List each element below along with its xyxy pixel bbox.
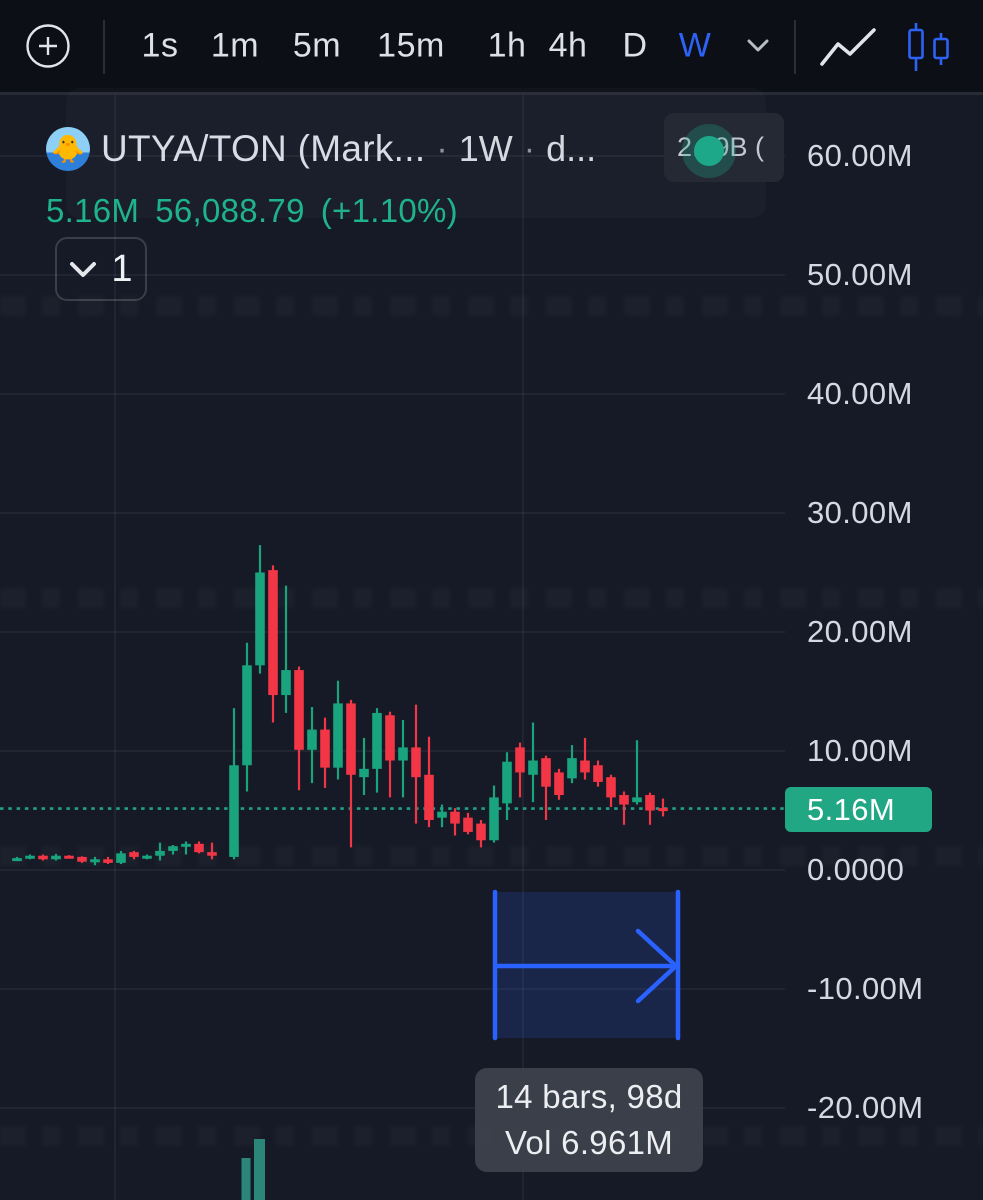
top-toolbar: 1s 1m 5m 15m 1h 4h D W (0, 0, 983, 92)
candle-body (580, 760, 590, 773)
measure-volume: Vol 6.961M (504, 1124, 674, 1161)
toolbar-divider (794, 20, 796, 74)
legend-separator: · (523, 129, 536, 168)
candlestick-chart-type-icon[interactable] (900, 20, 956, 74)
utya-duck-logo: 🐥 (46, 127, 90, 171)
axis-label-40.00M: 40.00M (807, 376, 913, 411)
hover-data-tooltip: 2.99B ( (664, 113, 784, 182)
interval-menu-chevron-down-icon[interactable] (745, 38, 771, 54)
measure-tooltip: 14 bars, 98d Vol 6.961M (475, 1068, 703, 1172)
candle-body (281, 670, 291, 696)
price-full: 56,088.79 (155, 192, 305, 229)
background-watermark (0, 296, 983, 316)
interval-15m[interactable]: 15m (377, 26, 445, 65)
candle-body (502, 761, 512, 804)
candle-body (476, 823, 486, 841)
background-watermark (0, 588, 983, 608)
candle-body (242, 665, 252, 766)
price-change: (+1.10%) (320, 192, 458, 229)
touch-point-dot (694, 136, 724, 166)
legend-separator: · (436, 129, 448, 168)
candle-body (229, 765, 239, 857)
axis-label-10.00M: 10.00M (807, 733, 913, 768)
candle-body (294, 670, 304, 750)
candle-body (424, 774, 434, 821)
interval-1m[interactable]: 1m (210, 26, 260, 65)
interval-1h[interactable]: 1h (487, 26, 527, 65)
candle-body (632, 797, 642, 803)
axis-label-0.0000: 0.0000 (807, 852, 905, 887)
axis-label-20.00M: 20.00M (807, 614, 913, 649)
candle-body (619, 795, 629, 805)
interval-1s[interactable]: 1s (141, 26, 179, 65)
candle-body (593, 765, 603, 782)
candle-body (411, 747, 421, 778)
candle-body (450, 811, 460, 824)
background-watermark (0, 846, 983, 866)
candle-body (437, 811, 447, 818)
multiplier-dropdown-button[interactable]: 1 (55, 237, 147, 301)
candle-body (541, 758, 551, 787)
measure-range: 14 bars, 98d (495, 1078, 683, 1115)
candle-body (385, 715, 395, 761)
candle-body (398, 747, 408, 761)
symbol-legend[interactable]: 🐥 UTYA/TON (Mark... · 1W · d... (46, 126, 596, 172)
toolbar-separator (0, 92, 983, 95)
price-compact: 5.16M (46, 192, 140, 229)
add-circle-icon[interactable] (24, 22, 72, 70)
candle-body (359, 768, 369, 778)
interval-4h[interactable]: 4h (548, 26, 588, 65)
interval-W[interactable]: W (678, 26, 712, 65)
legend-interval: 1W (458, 128, 513, 169)
candle-body (567, 758, 577, 779)
interval-5m[interactable]: 5m (292, 26, 342, 65)
axis-label-60.00M: 60.00M (807, 138, 913, 173)
symbol-title: UTYA/TON (Mark... (101, 128, 426, 169)
axis-label--10.00M: -10.00M (807, 971, 924, 1006)
candle-body (606, 777, 616, 798)
candle-body (463, 817, 473, 832)
candle-body (658, 808, 668, 812)
interval-D[interactable]: D (622, 26, 648, 65)
measure-tool-area[interactable] (495, 892, 678, 1038)
axis-label--20.00M: -20.00M (807, 1090, 924, 1125)
candle-body (255, 572, 265, 666)
axis-label-50.00M: 50.00M (807, 257, 913, 292)
candle-body (528, 760, 538, 775)
candle-body (489, 797, 499, 841)
chevron-down-icon (70, 261, 97, 277)
multiplier-value: 1 (111, 247, 133, 290)
toolbar-divider (103, 20, 105, 74)
axis-label-30.00M: 30.00M (807, 495, 913, 530)
measure-tool-arrow-head (635, 928, 679, 1004)
candle-body (372, 712, 382, 769)
candle-body (554, 772, 564, 796)
legend-extra: d... (546, 128, 597, 169)
volume-bar (241, 1158, 251, 1200)
candle-body (333, 703, 343, 768)
candle-body (645, 795, 655, 811)
line-chart-type-icon[interactable] (820, 26, 876, 68)
candle-body (515, 747, 525, 773)
candle-body (346, 703, 356, 775)
candle-body (320, 729, 330, 768)
volume-bar (254, 1139, 265, 1200)
price-readout: 5.16M 56,088.79 (+1.10%) (46, 192, 458, 230)
candle-body (307, 729, 317, 750)
last-price-badge: 5.16M (785, 786, 932, 832)
